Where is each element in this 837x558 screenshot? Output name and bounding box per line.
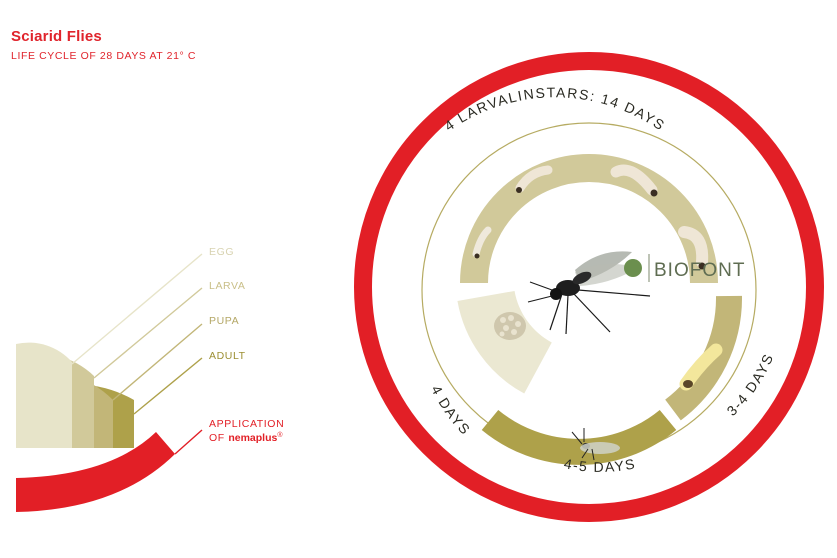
- connector-egg: [71, 253, 203, 365]
- ring-label-egg: 4 DAYS: [428, 383, 474, 439]
- legend-label-pupa: PUPA: [209, 315, 239, 327]
- legend-label-application-product: OF nemaplus®: [209, 431, 283, 444]
- legend-arcs: [16, 342, 175, 512]
- connector-adult: [133, 357, 203, 415]
- connector-larva: [93, 287, 203, 379]
- legend-label-larva: LARVA: [209, 280, 245, 292]
- connector-pupa: [112, 323, 203, 401]
- life-cycle-circle: 4 LARVALINSTARS: 14 DAYS 4-5 DAYS 3-4 DA…: [354, 52, 824, 522]
- ring-label-pupa: 3-4 DAYS: [723, 350, 776, 418]
- segment-adult: [481, 409, 677, 465]
- larva-icon: [515, 165, 553, 193]
- pupa-icon: [679, 343, 723, 391]
- egg-cluster-icon: [494, 312, 526, 340]
- legend-arc-application: [16, 432, 175, 512]
- adult-fly-icon: [527, 251, 651, 335]
- biofont-logo-text: BIOFONT: [654, 260, 745, 281]
- biofont-leaf-icon: [624, 259, 642, 277]
- legend-label-application: APPLICATION: [209, 418, 284, 430]
- page-subtitle: LIFE CYCLE OF 28 DAYS AT 21° C: [11, 50, 197, 62]
- legend-arc-egg: [16, 342, 72, 448]
- larva-icon: [678, 226, 709, 270]
- ring-label-adult: 4-5 DAYS: [563, 455, 638, 475]
- legend-connectors: [71, 253, 203, 455]
- adult-fly-icon: [571, 428, 620, 461]
- larva-icon: [472, 226, 492, 259]
- legend-label-egg: EGG: [209, 246, 234, 258]
- outer-red-ring: [354, 52, 824, 522]
- larva-icon: [610, 164, 658, 197]
- legend-label-adult: ADULT: [209, 350, 246, 362]
- page-title: Sciarid Flies: [11, 28, 102, 45]
- connector-application: [174, 429, 203, 455]
- biofont-logo: BIOFONT: [624, 254, 745, 282]
